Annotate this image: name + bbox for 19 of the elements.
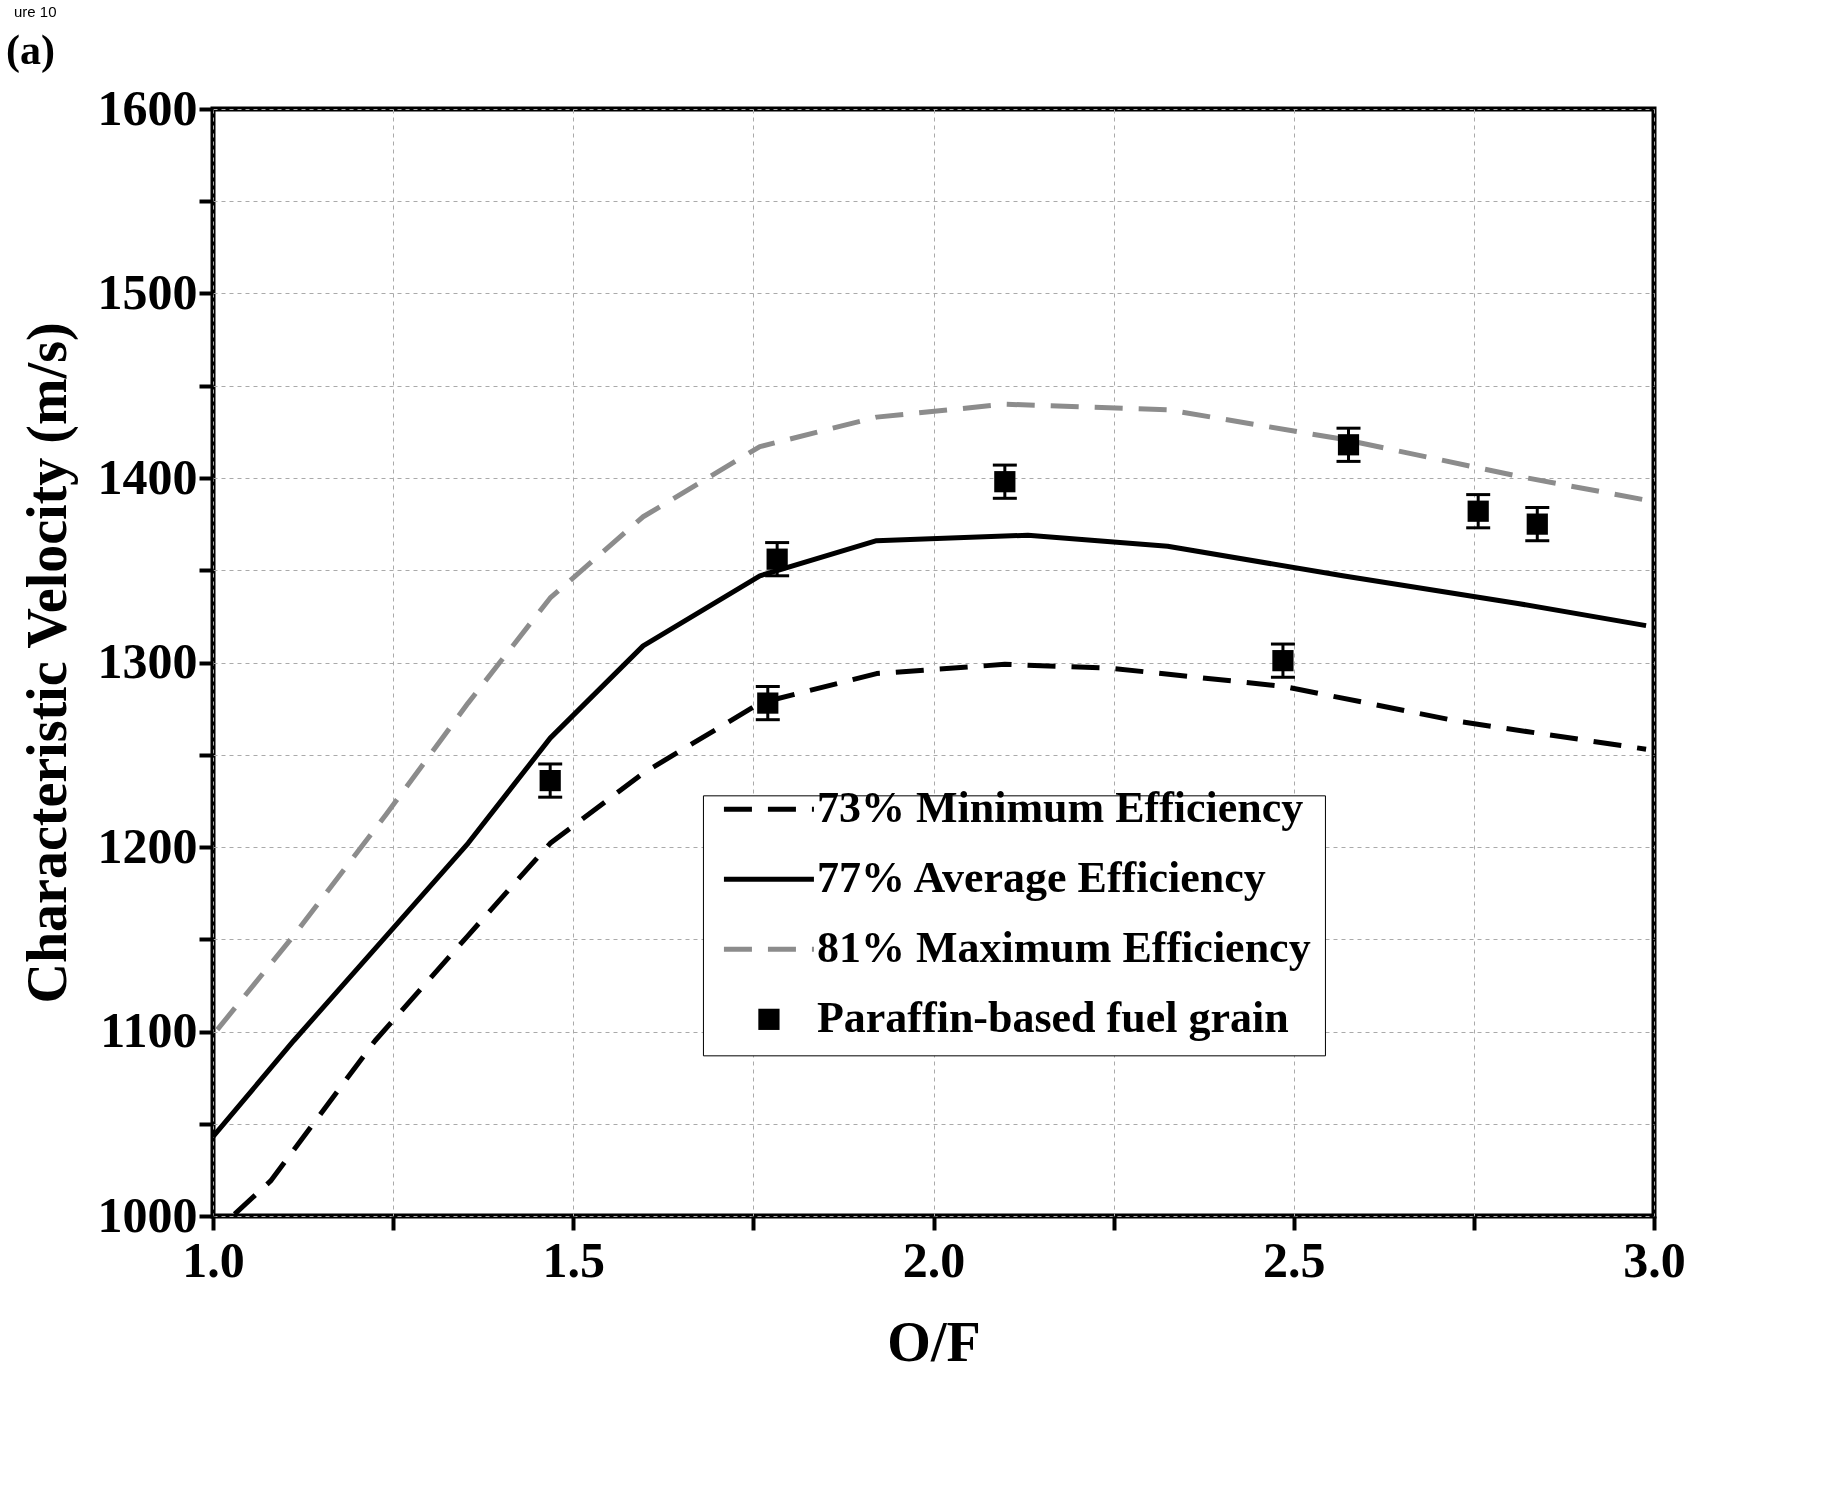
legend-label: Paraffin-based fuel grain — [816, 993, 1289, 1043]
y-axis-title: Characteristic Velocity (m/s) — [15, 322, 79, 1004]
y-tick-label: 1300 — [97, 633, 198, 689]
y-tick-label: 1000 — [97, 1186, 198, 1243]
y-tick-label: 1600 — [97, 79, 198, 136]
legend-label: 81% Maximum Efficiency — [816, 923, 1311, 973]
x-tick-label: 2.0 — [902, 1231, 966, 1288]
y-tick-label: 1400 — [97, 448, 198, 505]
text: (a) — [6, 26, 55, 74]
legend-label: 77% Average Efficiency — [816, 853, 1266, 903]
y-tick-label: 1100 — [100, 1002, 198, 1058]
y-tick-label: 1500 — [97, 264, 198, 320]
x-tick-label: 1.5 — [542, 1231, 605, 1288]
x-axis-title: O/F — [887, 1310, 981, 1373]
legend-label: 73% Minimum Efficiency — [816, 783, 1304, 833]
x-tick-label: 3.0 — [1623, 1231, 1686, 1288]
y-tick-label: 1200 — [97, 817, 198, 874]
x-tick-label: 2.5 — [1263, 1231, 1326, 1288]
text: ure 10 — [14, 3, 57, 20]
